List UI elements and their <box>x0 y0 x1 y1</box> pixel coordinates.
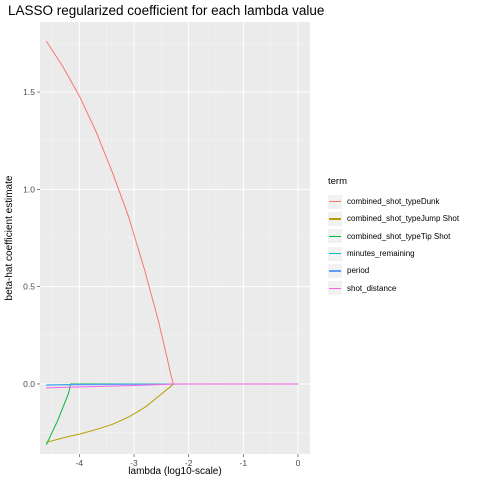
legend-item: shot_distance <box>328 279 459 296</box>
legend-label: minutes_remaining <box>347 249 415 259</box>
x-tick-label: -2 <box>185 458 193 468</box>
legend: term combined_shot_typeDunk combined_shot… <box>328 176 459 297</box>
series-lines <box>46 40 299 445</box>
x-axis-title: lambda (log10-scale) <box>128 466 221 477</box>
legend-label: combined_shot_typeDunk <box>347 197 440 207</box>
axis-ticks: -4 -3 -2 -1 0 0.0 0.5 1.0 1.5 <box>23 87 300 468</box>
y-axis-title: beta-hat coefficient estimate <box>4 175 15 300</box>
x-tick-label: 0 <box>296 458 301 468</box>
legend-item: combined_shot_typeJump Shot <box>328 210 459 227</box>
y-tick-label: 0.5 <box>23 282 35 292</box>
legend-swatch-line <box>329 270 341 272</box>
x-tick-label: -3 <box>130 458 138 468</box>
y-tick-label: 1.5 <box>23 87 35 97</box>
legend-swatch <box>328 229 342 244</box>
legend-swatch <box>328 263 342 278</box>
y-tick-label: 1.0 <box>23 184 35 194</box>
legend-label: period <box>347 266 370 276</box>
series-line-5 <box>46 383 299 389</box>
grid-lines <box>40 22 310 454</box>
x-tick-label: -4 <box>76 458 84 468</box>
legend-item: combined_shot_typeDunk <box>328 193 459 210</box>
legend-swatch <box>328 194 342 209</box>
legend-item: combined_shot_typeTip Shot <box>328 228 459 245</box>
legend-items: combined_shot_typeDunk combined_shot_type… <box>328 193 459 297</box>
legend-label: combined_shot_typeTip Shot <box>347 231 451 241</box>
legend-title: term <box>328 176 347 187</box>
legend-swatch-line <box>329 201 341 203</box>
legend-swatch-line <box>329 235 341 237</box>
legend-item: minutes_remaining <box>328 245 459 262</box>
legend-swatch <box>328 281 342 296</box>
legend-swatch-line <box>329 218 341 220</box>
legend-item: period <box>328 262 459 279</box>
legend-label: combined_shot_typeJump Shot <box>347 214 460 224</box>
x-tick-label: -1 <box>240 458 248 468</box>
y-tick-label: 0.0 <box>23 379 35 389</box>
legend-swatch <box>328 246 342 261</box>
legend-swatch-line <box>329 253 341 255</box>
chart-title: LASSO regularized coefficient for each l… <box>8 3 325 18</box>
legend-swatch-line <box>329 287 341 289</box>
legend-label: shot_distance <box>347 283 397 293</box>
legend-swatch <box>328 211 342 226</box>
